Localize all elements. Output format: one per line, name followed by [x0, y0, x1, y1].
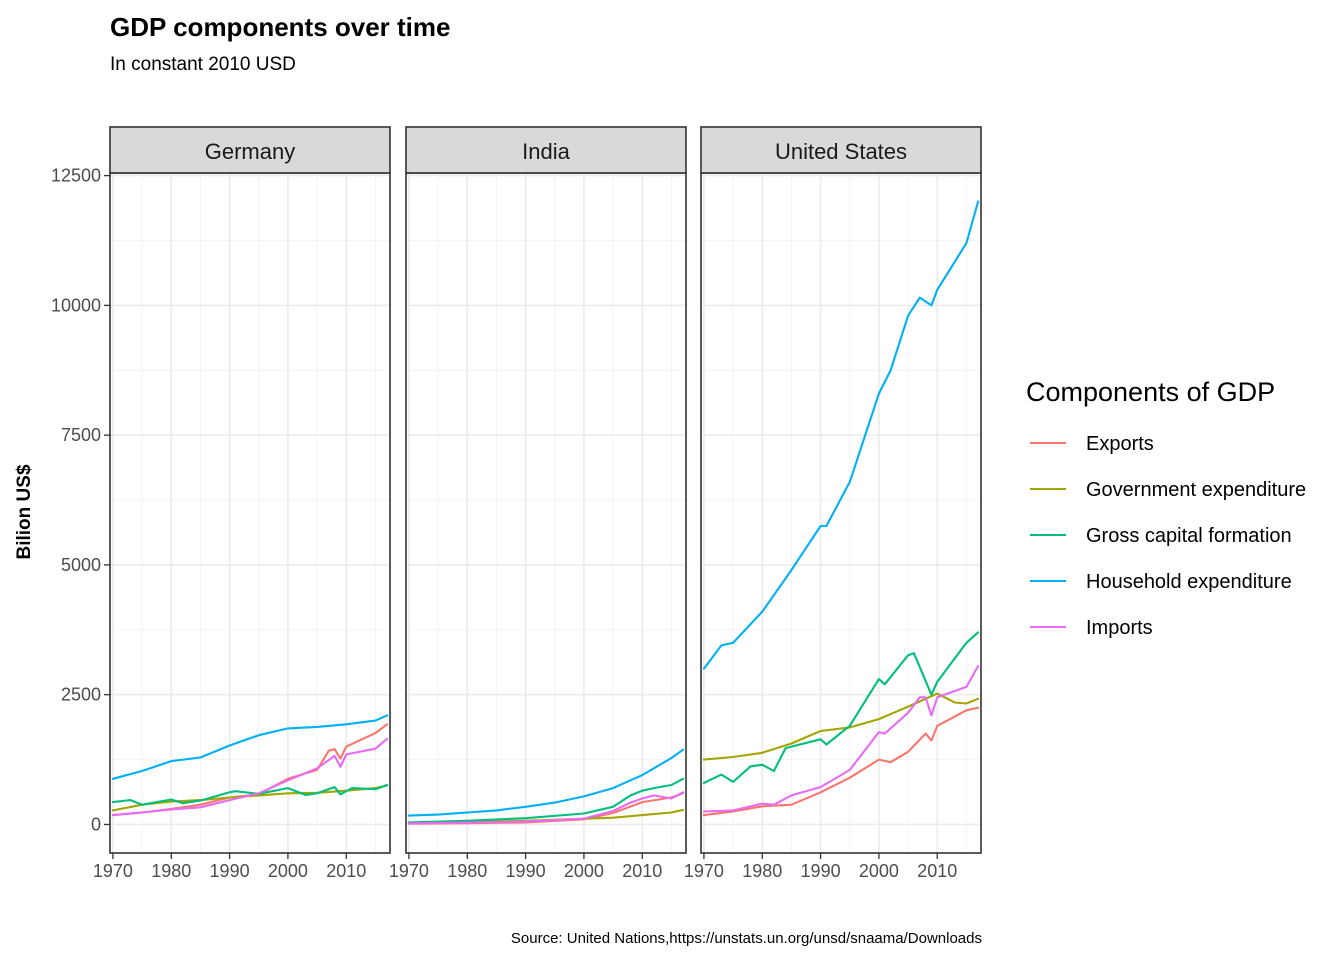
x-tick-label: 1970	[93, 861, 133, 881]
y-tick-label: 5000	[61, 555, 101, 575]
series-line-india-imports	[407, 791, 685, 825]
x-tick-label: 2000	[859, 861, 899, 881]
chart-title: GDP components over time	[110, 12, 451, 42]
x-tick-label: 1980	[742, 861, 782, 881]
series-line-united-states-government-expenditure	[702, 692, 980, 761]
legend-label: Household expenditure	[1086, 571, 1292, 593]
legend-label: Government expenditure	[1086, 479, 1306, 501]
series-line-germany-imports	[111, 737, 389, 817]
x-tick-label: 2010	[622, 861, 662, 881]
chart-subtitle: In constant 2010 USD	[110, 54, 296, 75]
series-line-india-household-expenditure	[407, 748, 685, 817]
facet-strip-label: Germany	[205, 139, 295, 164]
x-tick-label: 1980	[447, 861, 487, 881]
x-tick-label: 1970	[389, 861, 429, 881]
panel-united-states: United States 1970 1980 1990 2000 2010	[684, 126, 982, 881]
legend-label: Imports	[1086, 617, 1153, 639]
panel-germany: Germany 1970 1980 1990 2000 2010	[93, 126, 391, 881]
legend-label: Gross capital formation	[1086, 525, 1292, 547]
series-line-india-gross-capital-formation	[407, 777, 685, 824]
series-line-united-states-household-expenditure	[702, 200, 980, 670]
x-tick-label: 1980	[151, 861, 191, 881]
legend-title: Components of GDP	[1026, 377, 1275, 407]
y-tick-label: 7500	[61, 425, 101, 445]
legend-item-household-expenditure: Household expenditure	[1030, 571, 1292, 593]
y-axis: 0 2500 5000 7500 10000 12500	[51, 166, 110, 834]
y-tick-label: 0	[91, 814, 101, 834]
y-tick-label: 2500	[61, 685, 101, 705]
y-tick-label: 12500	[51, 166, 101, 186]
series-line-germany-household-expenditure	[111, 714, 389, 780]
series-line-united-states-exports	[702, 706, 980, 817]
series-line-united-states-gross-capital-formation	[702, 631, 980, 784]
series-line-germany-government-expenditure	[111, 784, 389, 812]
legend: Components of GDP Exports Government expe…	[1026, 377, 1306, 639]
facet-panels: Germany 1970 1980 1990 2000 2010 India 1970 1980…	[93, 126, 982, 881]
x-tick-label: 2000	[564, 861, 604, 881]
x-tick-label: 1990	[506, 861, 546, 881]
legend-item-imports: Imports	[1030, 617, 1153, 639]
legend-label: Exports	[1086, 433, 1154, 455]
x-tick-label: 2000	[268, 861, 308, 881]
x-tick-label: 1970	[684, 861, 724, 881]
facet-strip-label: United States	[775, 139, 907, 164]
panel-border	[405, 172, 687, 854]
y-axis-title: Bilion US$	[14, 464, 35, 559]
x-tick-label: 2010	[917, 861, 957, 881]
y-tick-label: 10000	[51, 295, 101, 315]
facet-strip-label: India	[522, 139, 570, 164]
x-tick-label: 2010	[326, 861, 366, 881]
panel-india: India 1970 1980 1990 2000 2010	[389, 126, 687, 881]
facet-strip	[109, 126, 391, 174]
series-line-united-states-imports	[702, 665, 980, 813]
panel-border	[109, 172, 391, 854]
facet-strip	[700, 126, 982, 174]
x-tick-label: 1990	[210, 861, 250, 881]
legend-item-exports: Exports	[1030, 433, 1154, 455]
chart-caption: Source: United Nations,https://unstats.u…	[511, 930, 982, 947]
x-tick-label: 1990	[801, 861, 841, 881]
panel-border	[700, 172, 982, 854]
facet-strip	[405, 126, 687, 174]
legend-item-gross-capital-formation: Gross capital formation	[1030, 525, 1292, 547]
legend-item-government-expenditure: Government expenditure	[1030, 479, 1306, 501]
